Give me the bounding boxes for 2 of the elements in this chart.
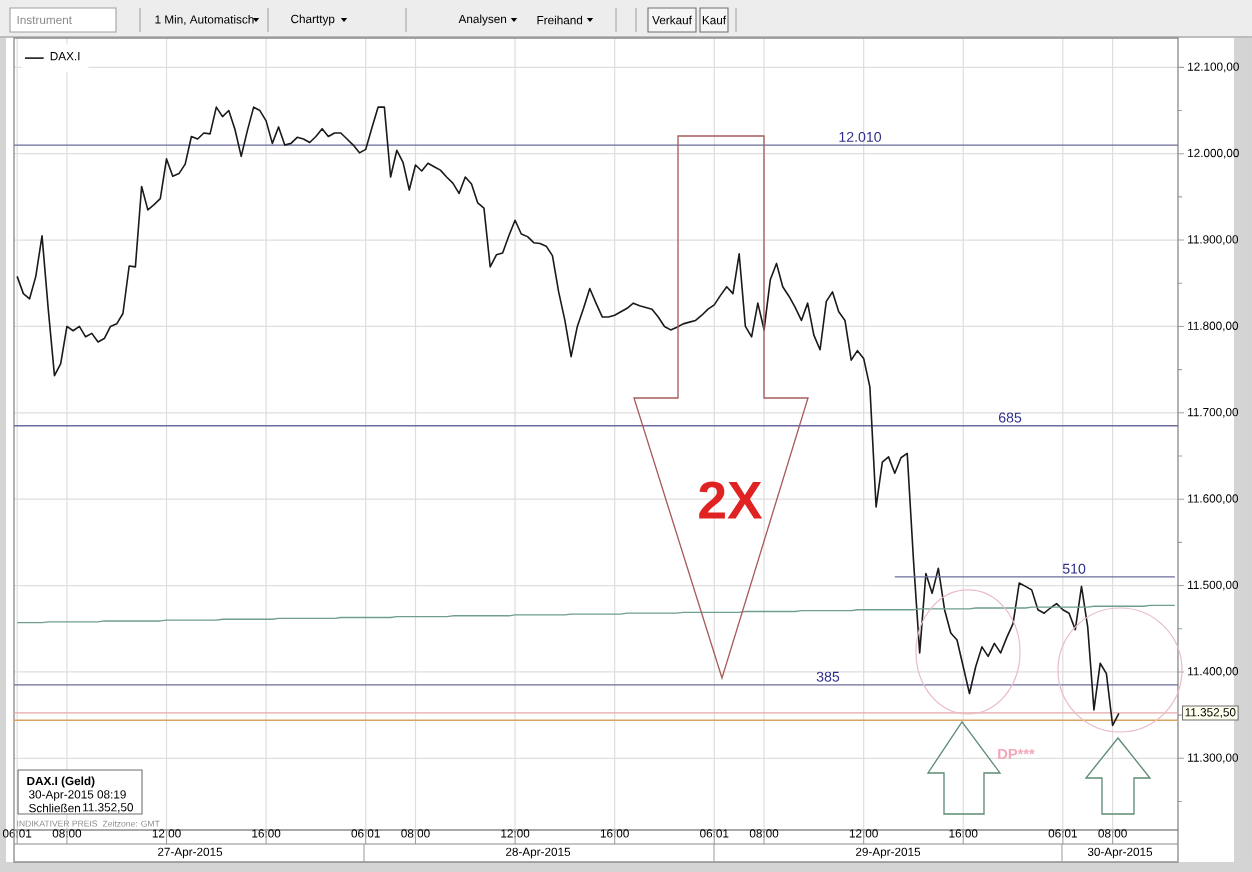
line-series: [16, 106, 1120, 727]
annotation: 2X: [699, 481, 763, 519]
